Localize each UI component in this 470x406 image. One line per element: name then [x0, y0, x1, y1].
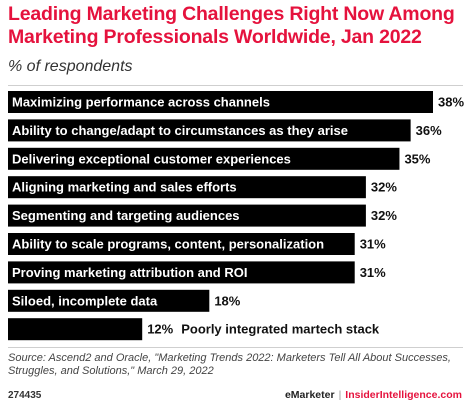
footer-brand: eMarketer | InsiderIntelligence.com [285, 389, 462, 401]
category-label-2: Ability to change/adapt to circumstances… [12, 123, 348, 138]
value-label-6: 31% [360, 237, 386, 252]
bar-3 [8, 147, 400, 170]
brand-emarketer: eMarketer [284, 389, 335, 401]
bar-4 [8, 176, 366, 199]
category-label-5: Segmenting and targeting audiences [12, 208, 240, 223]
value-label-9: 12% [147, 322, 173, 337]
value-label-8: 18% [214, 293, 240, 308]
brand-insider-intelligence: InsiderIntelligence.com [345, 389, 462, 401]
bar-6 [8, 233, 355, 255]
value-label-1: 38% [438, 95, 464, 110]
top-divider [8, 85, 463, 86]
category-label-3: Delivering exceptional customer experien… [12, 151, 291, 166]
category-label-9: Poorly integrated martech stack [181, 322, 380, 337]
category-label-8: Siloed, incomplete data [12, 293, 158, 308]
bar-9 [8, 318, 143, 341]
bar-7 [8, 261, 355, 284]
bottom-divider [8, 347, 463, 348]
bar-chart: 38% Maximizing performance across channel… [8, 91, 464, 341]
value-label-2: 36% [416, 123, 442, 138]
source-note: Source: Ascend2 and Oracle, "Marketing T… [8, 352, 451, 377]
category-label-6: Ability to scale programs, content, pers… [12, 237, 324, 252]
value-label-5: 32% [371, 208, 397, 223]
chart-title: Leading Marketing Challenges Right Now A… [8, 3, 455, 48]
chart-id: 274435 [8, 390, 42, 401]
bar-5 [8, 204, 366, 227]
bar-2 [8, 119, 411, 142]
value-label-4: 32% [371, 180, 397, 195]
category-label-7: Proving marketing attribution and ROI [12, 265, 247, 280]
category-label-1: Maximizing performance across channels [12, 95, 270, 110]
value-label-3: 35% [404, 151, 430, 166]
brand-separator: | [338, 389, 342, 401]
chart-subtitle: % of respondents [8, 58, 133, 75]
category-label-4: Aligning marketing and sales efforts [12, 180, 237, 195]
bar-1 [8, 91, 433, 113]
value-label-7: 31% [360, 265, 386, 280]
bar-8 [8, 289, 210, 312]
